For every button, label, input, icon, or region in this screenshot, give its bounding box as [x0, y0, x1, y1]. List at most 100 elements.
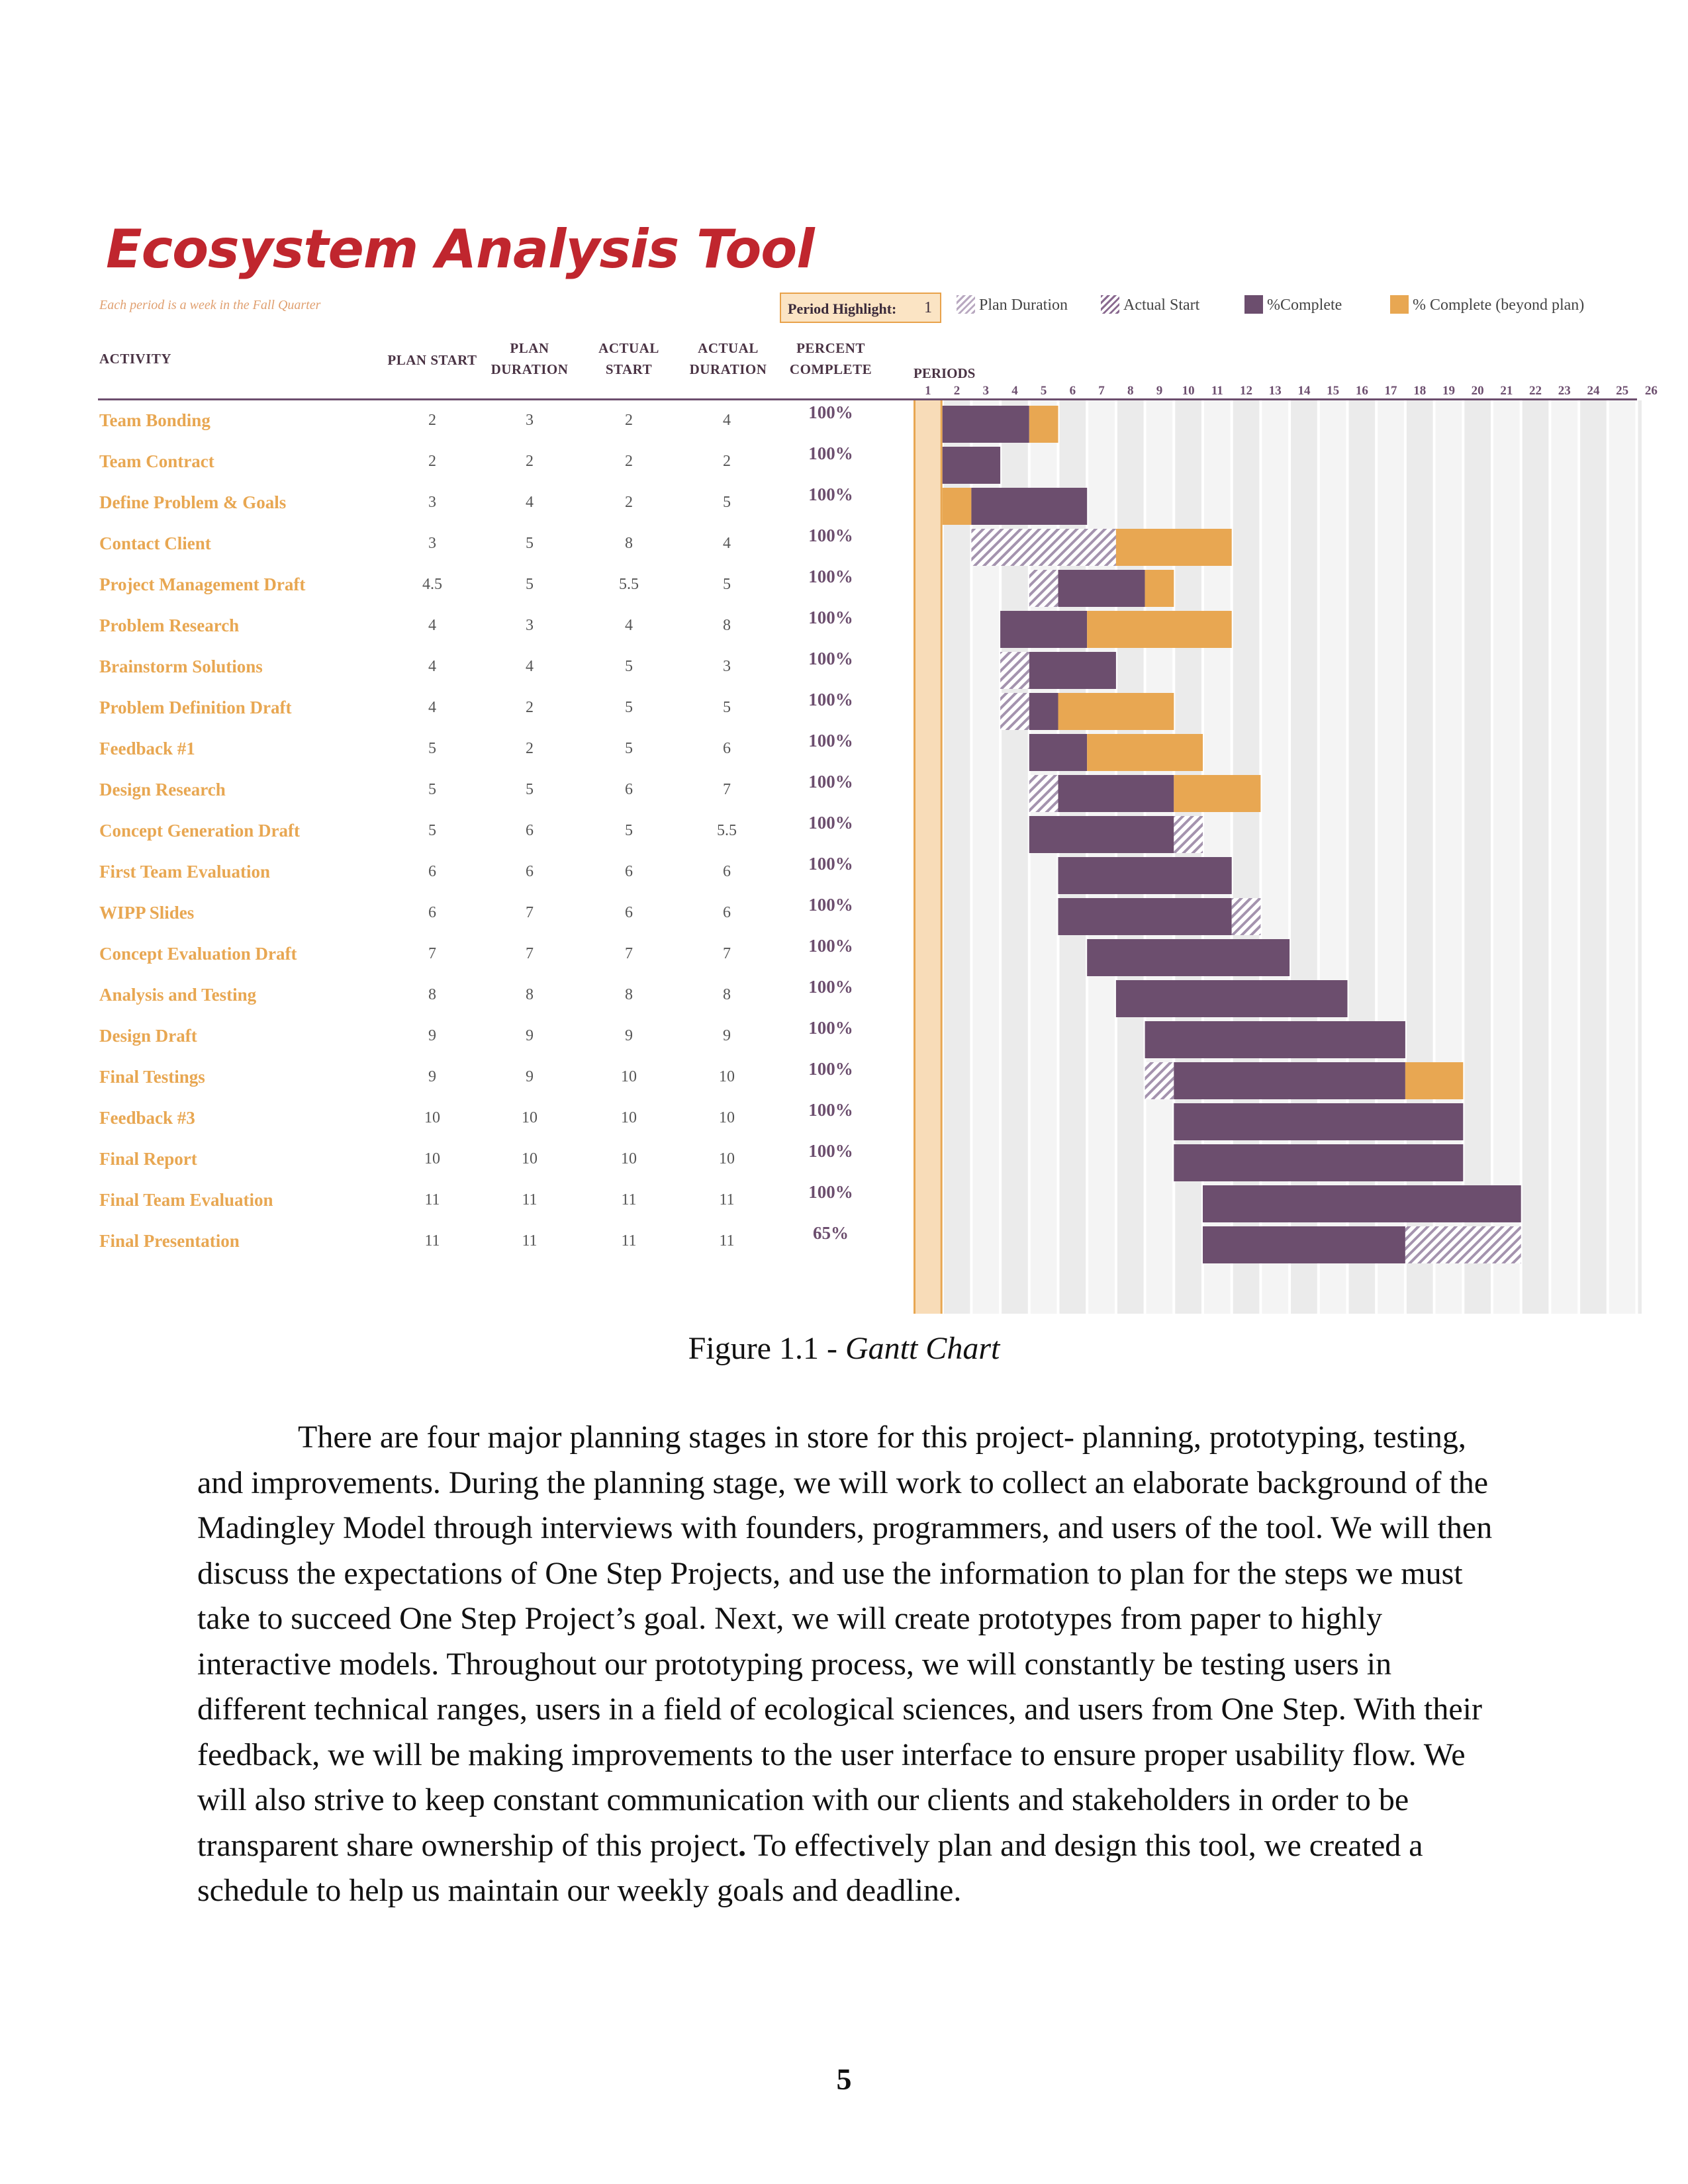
actual-start-cell: 8 [625, 986, 633, 1003]
plan-start-cell: 10 [424, 1150, 440, 1167]
gantt-bar-plan [1029, 570, 1058, 607]
period-number: 23 [1558, 384, 1571, 398]
gantt-bar-complete [1029, 816, 1174, 853]
actual-start-cell: 9 [625, 1027, 633, 1044]
actual-duration-cell: 5 [723, 699, 731, 716]
actual-duration-cell: 10 [719, 1150, 735, 1167]
percent-complete-cell: 100% [808, 1182, 853, 1202]
period-column [943, 400, 970, 1314]
gantt-bar-plan [1231, 898, 1261, 935]
period-number: 13 [1268, 384, 1282, 398]
plan-duration-swatch [957, 295, 975, 314]
actual-duration-cell: 8 [723, 986, 731, 1003]
actual-start-cell: 2 [625, 412, 633, 429]
actual-start-cell: 6 [625, 863, 633, 880]
period-column [1638, 400, 1642, 1314]
plan-duration-cell: 4 [526, 658, 534, 675]
activity-name: Feedback #3 [99, 1108, 195, 1128]
gantt-bar-complete [1058, 898, 1232, 935]
period-number: 11 [1211, 384, 1223, 398]
actual-duration-cell: 7 [723, 945, 731, 962]
actual-start-cell: 2 [625, 453, 633, 470]
activity-name: Final Presentation [99, 1231, 240, 1251]
percent-complete-cell: 100% [808, 402, 853, 422]
period-number: 25 [1616, 384, 1629, 398]
period-highlight-value[interactable]: 1 [924, 299, 932, 316]
period-number: 24 [1587, 384, 1600, 398]
plan-start-cell: 3 [428, 535, 436, 552]
beyond-swatch [1390, 295, 1409, 314]
header-actual-start: ACTUAL START [598, 340, 659, 377]
period-number: 12 [1240, 384, 1253, 398]
percent-complete-cell: 100% [808, 1100, 853, 1120]
percent-complete-cell: 100% [808, 484, 853, 504]
period-number: 17 [1384, 384, 1397, 398]
activity-name: Problem Research [99, 615, 240, 635]
actual-duration-cell: 5 [723, 494, 731, 511]
gantt-bar-complete [1115, 980, 1348, 1017]
legend-actual-label: Actual Start [1123, 296, 1200, 314]
plan-start-cell: 7 [428, 945, 436, 962]
gantt-bar-complete [1058, 570, 1145, 607]
period-number: 4 [1011, 384, 1018, 398]
plan-duration-cell: 11 [522, 1232, 538, 1250]
gantt-bar-beyond [1174, 775, 1261, 812]
activity-name: Define Problem & Goals [99, 492, 287, 512]
plan-duration-cell: 7 [526, 945, 534, 962]
plan-start-cell: 4.5 [422, 576, 442, 593]
period-number: 2 [953, 384, 961, 398]
activity-name: First Team Evaluation [99, 862, 271, 882]
plan-start-cell: 2 [428, 412, 436, 429]
period-number: 14 [1297, 384, 1311, 398]
plan-start-cell: 8 [428, 986, 436, 1003]
gantt-bar-complete [1087, 939, 1290, 976]
gantt-bar-beyond [1115, 529, 1232, 566]
actual-duration-cell: 10 [719, 1068, 735, 1085]
percent-complete-cell: 100% [808, 608, 853, 627]
gantt-grid [914, 400, 1642, 1314]
legend-plan-duration: Plan Duration [957, 295, 1068, 314]
period-highlight-box[interactable]: Period Highlight: 1 [780, 293, 941, 323]
gantt-bar-complete [1029, 693, 1058, 730]
plan-start-cell: 2 [428, 453, 436, 470]
plan-duration-cell: 5 [526, 781, 534, 798]
actual-duration-cell: 10 [719, 1109, 735, 1126]
activity-name: Project Management Draft [99, 574, 306, 594]
actual-start-cell: 6 [625, 904, 633, 921]
legend-complete-label: %Complete [1267, 296, 1342, 314]
actual-start-cell: 5 [625, 822, 633, 839]
gantt-bar-complete [1000, 611, 1088, 648]
actual-duration-cell: 5.5 [717, 822, 737, 839]
plan-start-cell: 4 [428, 658, 436, 675]
plan-start-cell: 11 [424, 1232, 440, 1250]
activity-name: Team Contract [99, 451, 214, 471]
percent-complete-cell: 65% [813, 1223, 849, 1243]
percent-complete-cell: 100% [808, 895, 853, 915]
period-number: 22 [1529, 384, 1542, 398]
gantt-bar-complete [1174, 1144, 1464, 1181]
gantt-bar-beyond [1087, 734, 1203, 771]
header-divider [98, 398, 1637, 400]
period-number: 21 [1500, 384, 1513, 398]
period-number: 8 [1127, 384, 1134, 398]
header-plan-duration: PLAN DURATION [491, 340, 569, 377]
activity-name: Design Draft [99, 1026, 197, 1046]
actual-start-cell: 4 [625, 617, 633, 634]
plan-duration-cell: 2 [526, 740, 534, 757]
header-percent-complete: PERCENT COMPLETE [789, 340, 872, 377]
percent-complete-cell: 100% [808, 690, 853, 709]
period-column [1464, 400, 1491, 1314]
legend-plan-label: Plan Duration [979, 296, 1068, 314]
actual-start-cell: 10 [621, 1150, 637, 1167]
plan-start-cell: 6 [428, 863, 436, 880]
chart-subtitle: Each period is a week in the Fall Quarte… [99, 298, 321, 312]
period-number: 15 [1327, 384, 1340, 398]
chart-title: Ecosystem Analysis Tool [106, 218, 815, 280]
gantt-bar-plan [1405, 1226, 1521, 1263]
period-column [1551, 400, 1578, 1314]
gantt-bar-complete [1029, 652, 1116, 689]
gantt-bar-plan [1029, 775, 1058, 812]
caption-italic: Gantt Chart [845, 1331, 1000, 1366]
activity-name: Feedback #1 [99, 739, 195, 758]
gantt-bar-beyond [1058, 693, 1174, 730]
